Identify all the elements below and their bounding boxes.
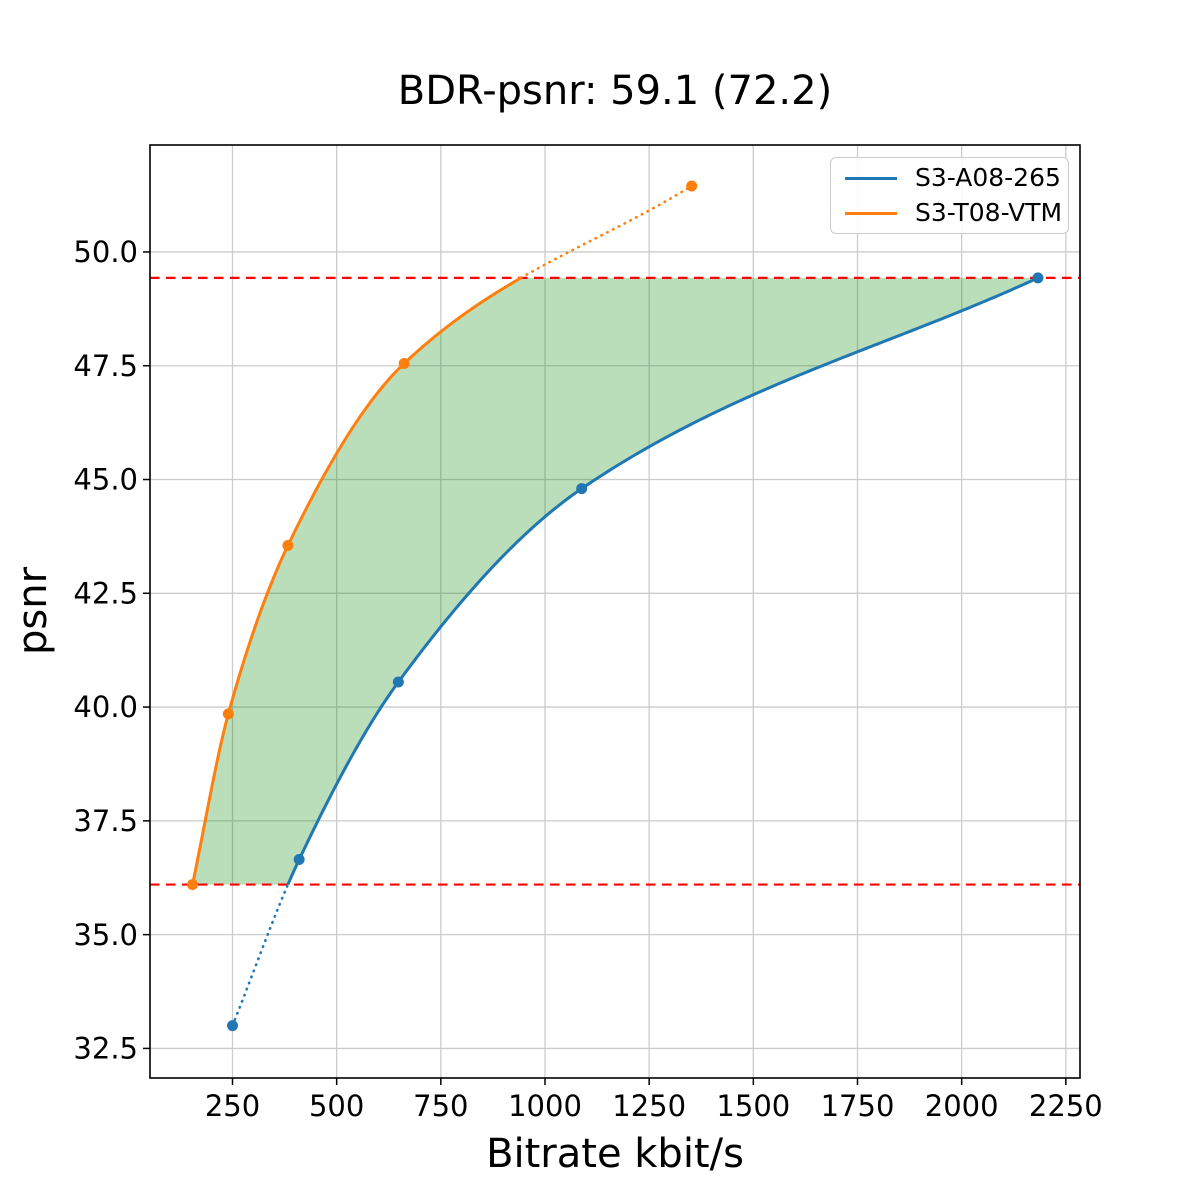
- series-line-dotted-S3-A08-265: [231, 883, 290, 1027]
- legend-item: S3-A08-265: [831, 161, 1068, 196]
- y-tick-label: 50.0: [73, 235, 138, 269]
- x-tick-label: 750: [413, 1089, 468, 1123]
- y-tick-label: 35.0: [73, 918, 138, 952]
- y-tick-label: 37.5: [73, 804, 138, 838]
- series-line-S3-A08-265: [286, 276, 1039, 886]
- data-point-S3-T08-VTM: [686, 180, 698, 192]
- bd-shaded-region: [192, 277, 1038, 885]
- data-point-S3-T08-VTM: [282, 540, 294, 552]
- data-point-S3-A08-265: [293, 854, 305, 866]
- data-point-S3-T08-VTM: [398, 357, 410, 369]
- legend-item: S3-T08-VTM: [831, 196, 1068, 231]
- x-tick-label: 2000: [925, 1089, 999, 1123]
- x-tick-label: 1750: [821, 1089, 895, 1123]
- y-tick-label: 45.0: [73, 463, 138, 497]
- x-tick-label: 1000: [508, 1089, 582, 1123]
- x-tick-label: 2250: [1029, 1089, 1103, 1123]
- legend-line-swatch-blue: [845, 176, 897, 180]
- x-tick-label: 250: [205, 1089, 260, 1123]
- x-tick-label: 1500: [716, 1089, 790, 1123]
- y-tick-label: 32.5: [73, 1032, 138, 1066]
- data-point-S3-T08-VTM: [187, 879, 198, 891]
- x-tick-label: 500: [309, 1089, 364, 1123]
- data-point-S3-A08-265: [576, 483, 588, 495]
- data-point-S3-T08-VTM: [222, 708, 234, 720]
- data-point-S3-A08-265: [392, 676, 404, 688]
- data-point-S3-A08-265: [1032, 272, 1044, 284]
- legend-line-swatch-orange: [845, 211, 897, 215]
- x-axis-label: Bitrate kbit/s: [486, 1131, 744, 1177]
- y-axis-label: psnr: [10, 566, 56, 656]
- legend-label: S3-A08-265: [915, 163, 1061, 192]
- y-tick-label: 47.5: [73, 349, 138, 383]
- series-line-S3-T08-VTM: [191, 276, 522, 885]
- plot-border: [149, 144, 1081, 1079]
- y-tick-label: 42.5: [73, 576, 138, 610]
- y-tick-label: 40.0: [73, 690, 138, 724]
- chart-title: BDR-psnr: 59.1 (72.2): [397, 68, 833, 114]
- legend: S3-A08-265 S3-T08-VTM: [830, 157, 1069, 234]
- legend-label: S3-T08-VTM: [915, 198, 1063, 227]
- data-point-S3-A08-265: [227, 1020, 238, 1032]
- series-line-dotted-S3-T08-VTM: [519, 184, 693, 280]
- x-tick-label: 1250: [612, 1089, 686, 1123]
